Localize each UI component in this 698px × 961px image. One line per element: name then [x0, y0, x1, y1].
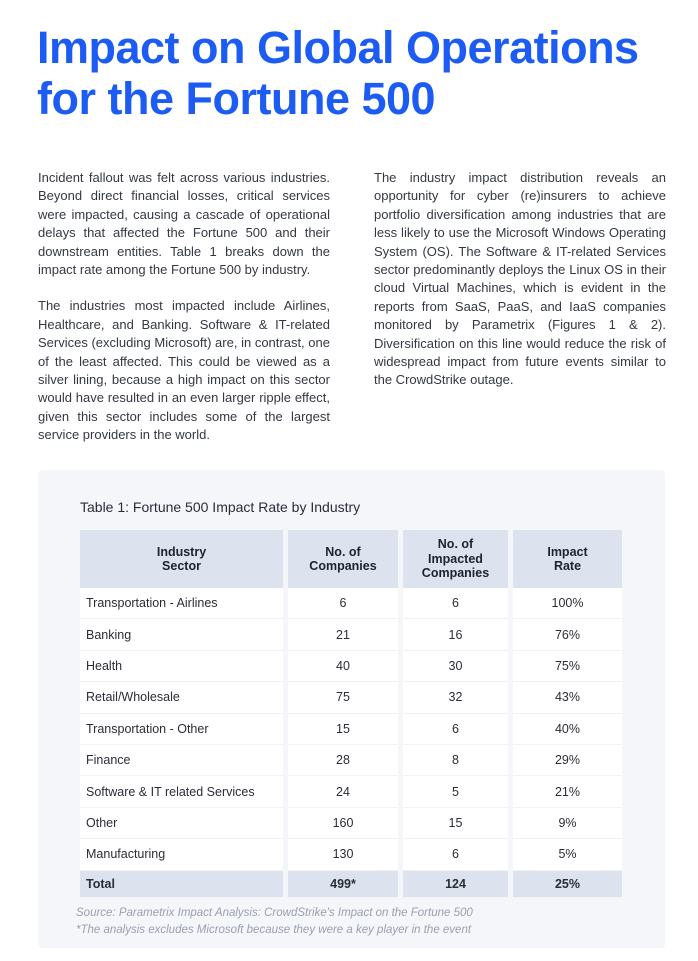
- table-cell: 5%: [513, 839, 622, 871]
- impact-table: Industry Sector No. of Companies No. of Im…: [75, 530, 627, 898]
- table-row: Finance 28 8 29%: [80, 744, 622, 777]
- table-cell: 5: [403, 776, 508, 808]
- table-caption: Table 1: Fortune 500 Impact Rate by Indu…: [80, 499, 361, 515]
- table-cell: 15: [288, 713, 398, 745]
- table-cell: Transportation - Other: [80, 713, 283, 745]
- table-row: Software & IT related Services 24 5 21%: [80, 776, 622, 808]
- table-cell: 32: [403, 682, 508, 714]
- table-cell: 40%: [513, 713, 622, 745]
- table-cell: 29%: [513, 744, 622, 777]
- column-header: Industry Sector: [80, 530, 283, 588]
- table-cell: 75: [288, 682, 398, 714]
- table-cell: 6: [403, 713, 508, 745]
- table-cell: Transportation - Airlines: [80, 588, 283, 620]
- table-cell: 130: [288, 839, 398, 871]
- table-cell: Total: [80, 870, 283, 898]
- table-cell: 8: [403, 744, 508, 777]
- table-cell: Manufacturing: [80, 839, 283, 871]
- table-cell: 6: [403, 588, 508, 620]
- table-row: Manufacturing 130 6 5%: [80, 839, 622, 871]
- table-cell: 21%: [513, 776, 622, 808]
- page-title: Impact on Global Operations for the Fort…: [37, 22, 639, 124]
- source-text: Source: Parametrix Impact Analysis: Crow…: [76, 907, 473, 919]
- table-cell: 499*: [288, 870, 398, 898]
- table-cell: Health: [80, 650, 283, 683]
- left-column: Incident fallout was felt across various…: [38, 169, 330, 463]
- total-row: Total 499* 124 25%: [80, 870, 622, 898]
- table-row: Transportation - Airlines 6 6 100%: [80, 588, 622, 620]
- table-cell: 30: [403, 650, 508, 683]
- table-cell: Other: [80, 807, 283, 840]
- paragraph: Incident fallout was felt across various…: [38, 170, 330, 278]
- paragraph: The industry impact distribution reveals…: [374, 170, 666, 388]
- table-cell: 100%: [513, 588, 622, 620]
- table-row: Health 40 30 75%: [80, 650, 622, 683]
- table-cell: 9%: [513, 807, 622, 840]
- table-cell: 21: [288, 619, 398, 651]
- table-cell: 40: [288, 650, 398, 683]
- table-cell: 24: [288, 776, 398, 808]
- table-row: Banking 21 16 76%: [80, 619, 622, 651]
- table-cell: Software & IT related Services: [80, 776, 283, 808]
- table-cell: Finance: [80, 744, 283, 777]
- paragraph: The industries most impacted include Air…: [38, 298, 330, 443]
- column-header: No. of Impacted Companies: [403, 530, 508, 588]
- table-cell: 76%: [513, 619, 622, 651]
- table-cell: 6: [288, 588, 398, 620]
- table-cell: 160: [288, 807, 398, 840]
- footnote-text: *The analysis excludes Microsoft because…: [76, 924, 472, 936]
- right-column: The industry impact distribution reveals…: [374, 169, 666, 408]
- table-cell: 16: [403, 619, 508, 651]
- table-cell: 124: [403, 870, 508, 898]
- table-row: Retail/Wholesale 75 32 43%: [80, 682, 622, 714]
- column-header: Impact Rate: [513, 530, 622, 588]
- table-row: Other 160 15 9%: [80, 807, 622, 840]
- table-cell: 43%: [513, 682, 622, 714]
- table-panel: Table 1: Fortune 500 Impact Rate by Indu…: [38, 470, 665, 948]
- source-note: Source: Parametrix Impact Analysis: Crow…: [76, 905, 473, 939]
- table-cell: Banking: [80, 619, 283, 651]
- table-cell: 6: [403, 839, 508, 871]
- table-cell: 75%: [513, 650, 622, 683]
- column-header: No. of Companies: [288, 530, 398, 588]
- table-cell: Retail/Wholesale: [80, 682, 283, 714]
- table-cell: 28: [288, 744, 398, 777]
- table-cell: 15: [403, 807, 508, 840]
- table-row: Transportation - Other 15 6 40%: [80, 713, 622, 745]
- table-cell: 25%: [513, 870, 622, 898]
